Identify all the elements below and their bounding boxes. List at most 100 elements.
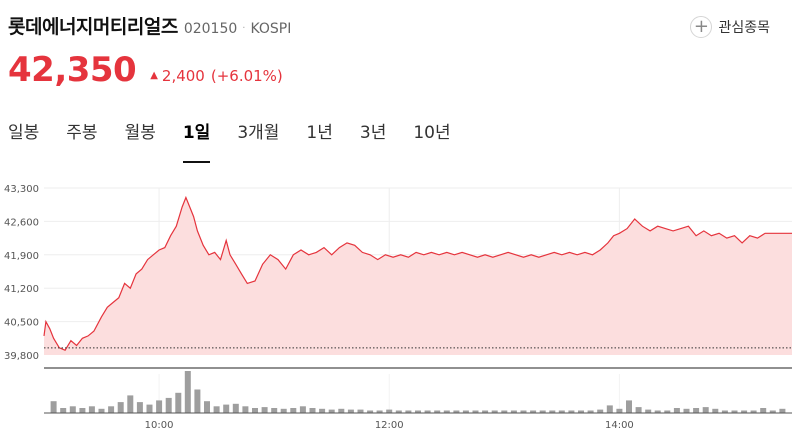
stock-code: 020150: [183, 21, 238, 37]
y-tick-label: 42,600: [4, 217, 39, 228]
volume-bar: [443, 410, 450, 413]
volume-bar: [597, 409, 604, 413]
volume-bar: [204, 401, 210, 413]
volume-bar: [376, 410, 383, 413]
volume-bar: [645, 409, 652, 413]
price-change: ▲ 2,400 (+6.01%): [150, 67, 283, 85]
volume-bar: [405, 410, 412, 413]
volume-bar: [98, 408, 105, 413]
volume-bar: [69, 406, 76, 413]
tab-1year[interactable]: 1년: [306, 123, 333, 143]
tab-daily[interactable]: 일봉: [8, 123, 40, 143]
change-amount: 2,400: [161, 67, 205, 85]
tab-monthly[interactable]: 월봉: [124, 123, 156, 143]
y-tick-label: 43,300: [4, 184, 39, 195]
volume-bar: [587, 410, 594, 413]
volume-bar: [347, 409, 354, 413]
volume-bar: [530, 410, 537, 413]
volume-bar: [213, 406, 220, 413]
volume-bar: [175, 392, 182, 413]
y-tick-label: 39,800: [4, 351, 39, 362]
volume-bar: [616, 408, 623, 413]
volume-bar: [242, 406, 249, 413]
volume-bar: [146, 404, 153, 413]
volume-bar: [568, 410, 575, 413]
tab-10years[interactable]: 10년: [413, 123, 451, 143]
x-tick-label: 12:00: [375, 420, 404, 431]
volume-bar: [290, 408, 297, 413]
volume-bar: [702, 407, 709, 413]
watchlist-button[interactable]: + 관심종목: [690, 16, 770, 38]
volume-bar: [117, 402, 124, 413]
volume-bar: [491, 410, 498, 413]
volume-bar: [482, 410, 489, 413]
volume-bar: [184, 371, 191, 413]
volume-bar: [156, 400, 163, 413]
plus-icon[interactable]: +: [690, 16, 713, 38]
volume-bar: [520, 410, 527, 413]
volume-bar: [79, 408, 86, 413]
x-tick-label: 14:00: [605, 420, 634, 431]
volume-bar: [108, 406, 115, 413]
volume-bar: [539, 410, 546, 413]
watchlist-label[interactable]: 관심종목: [718, 20, 770, 36]
volume-bar: [434, 410, 441, 413]
volume-bar: [424, 410, 431, 413]
volume-bar: [712, 408, 719, 413]
volume-bar: [750, 410, 757, 413]
volume-bar: [654, 410, 661, 413]
y-tick-label: 41,900: [4, 251, 39, 262]
volume-bar: [779, 408, 786, 413]
volume-bar: [252, 408, 258, 413]
volume-bar: [741, 410, 748, 413]
tab-3months[interactable]: 3개월: [237, 123, 280, 143]
volume-bar: [50, 401, 57, 413]
volume-bar: [721, 410, 728, 413]
x-tick-label: 10:00: [145, 420, 174, 431]
volume-bar: [299, 406, 306, 413]
volume-bar: [319, 408, 326, 413]
price-line: [43, 195, 792, 351]
volume-bar: [501, 410, 508, 413]
volume-bar: [578, 410, 584, 413]
volume-bar: [453, 410, 460, 413]
volume-bar: [510, 410, 517, 413]
volume-bar: [635, 407, 642, 413]
volume-bar: [357, 409, 364, 413]
volume-bar: [415, 410, 421, 413]
market-name: KOSPI: [250, 21, 292, 37]
volume-bar: [683, 408, 690, 413]
volume-bar: [88, 406, 95, 413]
volume-bar: [549, 410, 556, 413]
volume-bar: [731, 410, 738, 413]
y-tick-label: 40,500: [4, 318, 39, 329]
volume-bar: [194, 389, 201, 413]
intraday-chart[interactable]: 43,300 42,600 41,900 41,200 40,500 39,800 10:0…: [0, 178, 804, 436]
volume-bar: [280, 408, 287, 413]
separator-dot: ·: [242, 23, 246, 34]
volume-bar: [395, 410, 402, 413]
volume-bar: [626, 400, 632, 413]
y-tick-label: 41,200: [4, 284, 39, 295]
tab-3years[interactable]: 3년: [359, 123, 387, 143]
volume-bar: [223, 404, 230, 413]
current-price: 42,350: [8, 50, 137, 90]
volume-bar: [367, 410, 374, 413]
volume-bar: [271, 408, 278, 413]
volume-bar: [606, 405, 613, 413]
quote-row: 42,350 ▲ 2,400 (+6.01%): [8, 50, 283, 90]
stock-name: 롯데에너지머티리얼즈: [8, 16, 178, 38]
volume-bar: [558, 410, 565, 413]
volume-bar: [232, 403, 239, 413]
tab-weekly[interactable]: 주봉: [66, 123, 98, 143]
tab-1day[interactable]: 1일: [182, 118, 211, 163]
volume-bar: [472, 410, 479, 413]
volume-bar: [386, 409, 393, 413]
volume-bar: [60, 408, 67, 413]
volume-bar: [693, 408, 700, 413]
change-percent: (+6.01%): [210, 67, 283, 85]
volume-bar: [664, 410, 671, 413]
period-tabs: 일봉 주봉 월봉 1일 3개월 1년 3년 10년: [8, 118, 478, 163]
volume-bar: [338, 408, 345, 413]
price-area: [44, 197, 792, 355]
